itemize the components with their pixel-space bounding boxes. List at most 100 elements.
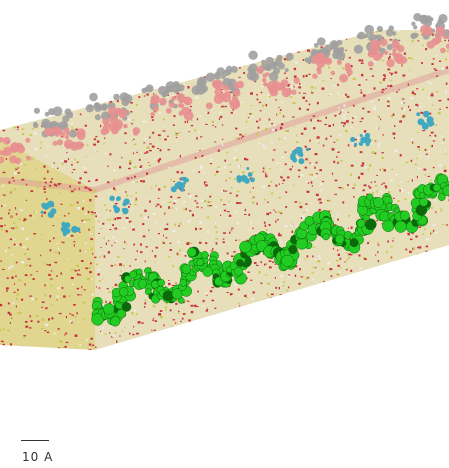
water-speck: [293, 75, 297, 78]
water-speck: [9, 238, 12, 241]
water-speck: [390, 300, 393, 303]
water-speck: [158, 112, 161, 114]
water-speck: [218, 25, 220, 27]
water-speck: [11, 176, 14, 179]
water-speck: [136, 151, 138, 153]
headgroup-atom: [94, 114, 101, 121]
water-speck: [69, 185, 71, 188]
water-speck: [196, 137, 198, 140]
water-speck: [188, 193, 190, 195]
water-speck: [208, 60, 210, 63]
water-speck: [277, 234, 280, 237]
water-speck: [161, 79, 163, 81]
water-speck: [274, 46, 277, 48]
water-speck: [345, 268, 348, 271]
water-speck: [378, 313, 381, 316]
water-speck: [152, 213, 156, 215]
water-speck: [392, 282, 395, 285]
water-speck: [56, 76, 59, 78]
cyan-molecule: [40, 200, 57, 218]
water-speck: [208, 333, 211, 336]
water-speck: [11, 253, 14, 256]
water-speck: [412, 261, 414, 264]
water-speck: [155, 205, 158, 207]
water-speck: [207, 186, 209, 189]
water-speck: [1, 268, 5, 270]
water-speck: [374, 344, 376, 346]
water-speck: [374, 105, 376, 108]
water-speck: [236, 190, 240, 193]
water-speck: [400, 324, 403, 326]
water-speck: [103, 255, 106, 258]
water-speck: [152, 305, 156, 308]
water-speck: [391, 256, 393, 259]
water-speck: [190, 310, 194, 314]
water-speck: [17, 292, 19, 295]
water-speck: [342, 109, 344, 112]
headgroup-atom: [391, 51, 397, 57]
water-speck: [148, 75, 151, 79]
water-speck: [69, 204, 73, 206]
water-speck: [279, 241, 283, 243]
water-speck: [33, 216, 35, 219]
water-speck: [183, 208, 186, 211]
water-speck: [364, 166, 368, 169]
water-speck: [363, 25, 365, 26]
water-speck: [207, 111, 210, 115]
water-speck: [203, 181, 207, 183]
water-speck: [24, 283, 26, 286]
water-speck: [287, 286, 290, 289]
water-speck: [321, 290, 325, 293]
water-speck: [382, 78, 385, 81]
water-speck: [228, 214, 232, 217]
water-speck: [63, 295, 66, 298]
water-speck: [332, 219, 334, 221]
water-speck: [52, 43, 54, 46]
water-speck: [45, 50, 49, 52]
helix-atom: [356, 219, 366, 228]
water-speck: [215, 37, 217, 39]
cyan-atom: [179, 187, 185, 192]
water-speck: [194, 334, 197, 337]
water-speck: [321, 268, 324, 270]
water-speck: [192, 169, 195, 172]
water-speck: [101, 46, 104, 49]
water-speck: [171, 352, 173, 353]
water-speck: [303, 91, 305, 94]
water-speck: [6, 277, 9, 279]
water-speck: [281, 156, 284, 158]
water-speck: [30, 190, 34, 192]
water-speck: [51, 304, 54, 306]
water-speck: [347, 256, 350, 259]
water-speck: [336, 249, 339, 252]
water-speck: [414, 291, 417, 294]
water-speck: [131, 343, 134, 346]
water-speck: [168, 69, 171, 71]
water-speck: [259, 330, 262, 333]
water-speck: [72, 283, 74, 286]
water-speck: [189, 242, 193, 244]
water-speck: [297, 51, 301, 53]
water-speck: [167, 135, 169, 137]
water-speck: [353, 334, 355, 337]
water-speck: [182, 75, 186, 77]
water-speck: [389, 55, 391, 58]
water-speck: [293, 126, 295, 128]
water-speck: [386, 274, 390, 276]
headgroup-atom: [263, 82, 268, 87]
water-speck: [445, 131, 447, 133]
water-speck: [237, 165, 240, 168]
headgroup-atom: [113, 93, 120, 101]
water-speck: [125, 37, 127, 39]
water-speck: [290, 334, 292, 336]
water-speck: [83, 199, 85, 203]
water-speck: [287, 275, 290, 279]
water-speck: [119, 55, 122, 58]
water-speck: [341, 115, 344, 117]
water-speck: [87, 180, 91, 182]
water-speck: [315, 193, 319, 197]
headgroup-atom: [64, 108, 72, 116]
water-speck: [49, 95, 51, 98]
water-speck: [7, 302, 10, 305]
water-speck: [302, 216, 305, 219]
